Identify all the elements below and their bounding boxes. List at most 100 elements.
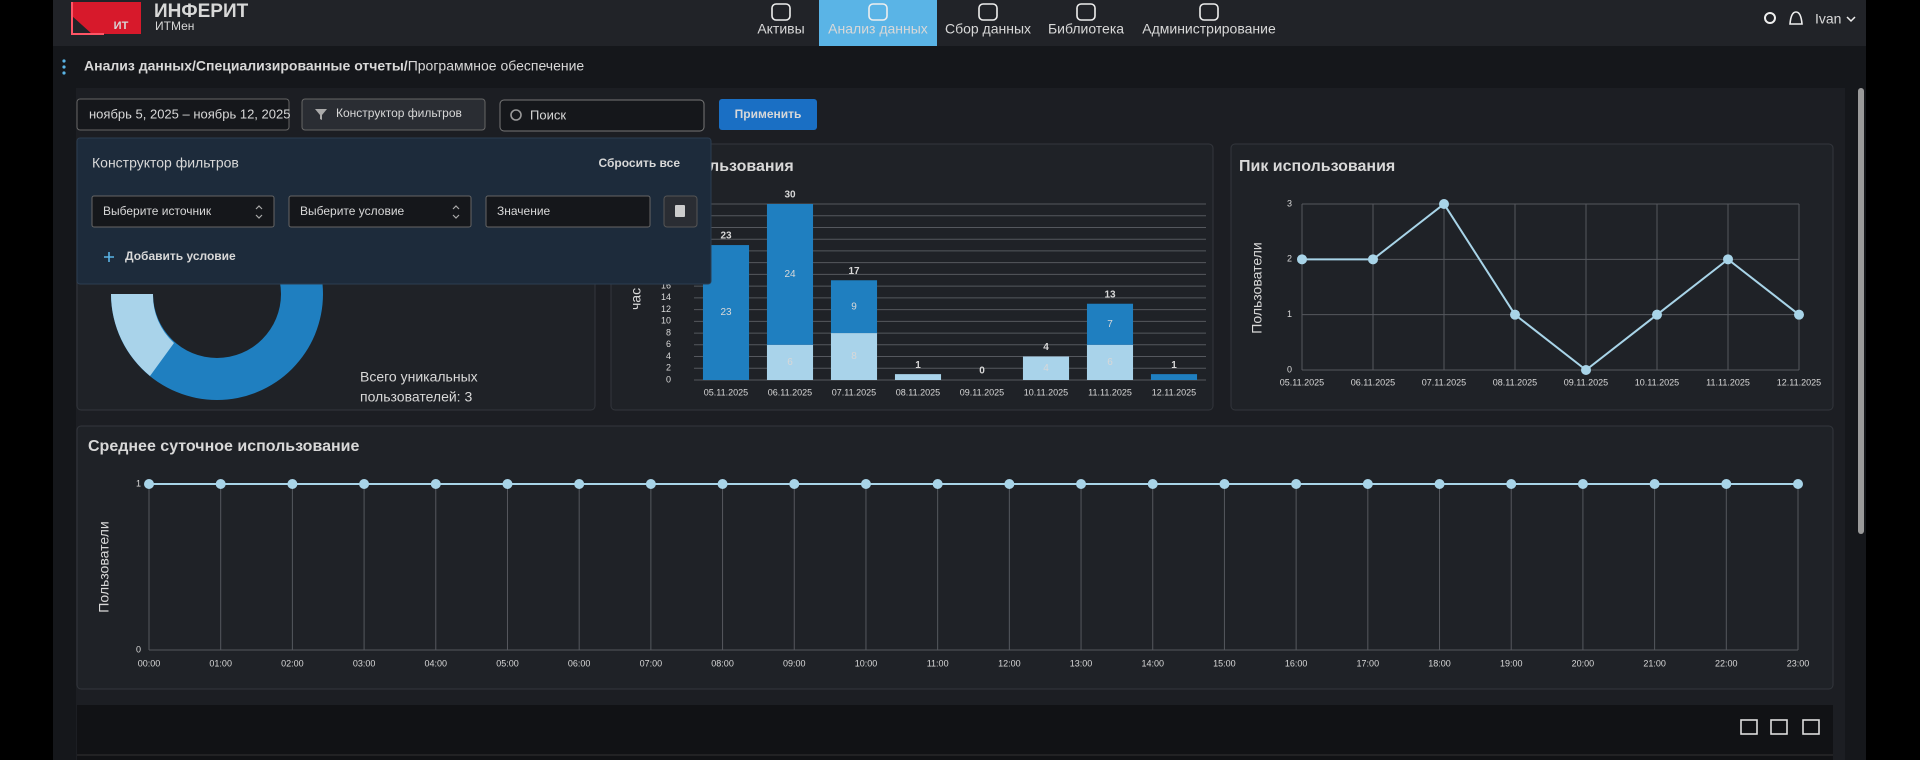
trash-icon [675, 205, 685, 217]
y-tick-label: 8 [666, 327, 671, 337]
x-tick-label: 05.11.2025 [704, 387, 748, 397]
date-range-text: ноябрь 5, 2025 – ноябрь 12, 2025 [89, 106, 290, 121]
line-point [1297, 254, 1307, 265]
apply-button[interactable] [719, 99, 817, 130]
x-tick-label: 02:00 [281, 658, 304, 668]
filter-field[interactable] [485, 195, 651, 228]
x-tick-label: 11.11.2025 [1088, 387, 1132, 397]
donut-segment [111, 294, 174, 376]
nav-item[interactable]: Активы [757, 21, 804, 37]
user-chevron[interactable] [1846, 16, 1856, 23]
line-point [1581, 365, 1591, 375]
bar-segment [1022, 356, 1070, 380]
nav-icon[interactable] [868, 3, 888, 21]
y-tick-label: 12 [661, 304, 671, 314]
nav-icon[interactable] [1199, 3, 1219, 21]
x-tick-label: 10.11.2025 [1635, 377, 1679, 387]
breadcrumb-path[interactable]: Анализ данных/Специализированные отчеты/ [84, 58, 408, 74]
nav-icon[interactable] [978, 3, 998, 21]
x-tick-label: 19:00 [1500, 658, 1523, 668]
nav-item[interactable]: Администрирование [1142, 21, 1276, 37]
breadcrumb-current: Программное обеспечение [408, 58, 585, 74]
menu-dot[interactable] [62, 71, 66, 75]
bar-segment [766, 344, 814, 380]
menu-dot[interactable] [62, 65, 66, 69]
x-tick-label: 15:00 [1213, 658, 1236, 668]
table-tool-icon[interactable] [1802, 719, 1820, 735]
x-tick-label: 13:00 [1070, 658, 1093, 668]
y-tick-label: 16 [661, 281, 671, 291]
search-icon[interactable] [1764, 12, 1776, 24]
line-point [645, 479, 656, 489]
select-chevron [255, 205, 263, 219]
line-point [1510, 309, 1520, 320]
bar-segment [1086, 344, 1134, 380]
line-point [1219, 479, 1230, 489]
nav-icon[interactable] [1076, 3, 1096, 21]
nav-item[interactable]: Анализ данных [828, 21, 928, 37]
x-tick-label: 21:00 [1643, 658, 1666, 668]
nav-icon[interactable] [771, 3, 791, 21]
x-tick-label: 08:00 [711, 658, 734, 668]
scrollbar[interactable] [1858, 88, 1864, 534]
line-point [1434, 479, 1445, 489]
x-tick-label: 04:00 [425, 658, 448, 668]
filter-field-placeholder: Выберите условие [300, 204, 405, 218]
reset-filters[interactable]: Сбросить все [599, 156, 681, 170]
product-name: ИТМен [155, 19, 194, 33]
bar-segment [1086, 303, 1134, 345]
date-range-input[interactable] [76, 98, 290, 131]
line-point [1649, 479, 1660, 489]
y-tick-label: 10 [661, 316, 671, 326]
x-tick-label: 20:00 [1572, 658, 1595, 668]
x-tick-label: 16:00 [1285, 658, 1308, 668]
line-point [1291, 479, 1302, 489]
line-point [1721, 479, 1732, 489]
x-tick-label: 22:00 [1715, 658, 1738, 668]
nav-item[interactable]: Библиотека [1048, 21, 1124, 37]
table-tool-icon[interactable] [1770, 719, 1788, 735]
bar-total-label: 23 [720, 231, 732, 242]
x-tick-label: 05:00 [496, 658, 519, 668]
line-point [1076, 479, 1087, 489]
bar-total-label: 30 [784, 190, 796, 201]
y-axis-label: час [628, 288, 644, 310]
table-tool-icon[interactable] [1740, 719, 1758, 735]
y-tick-label: 0 [1287, 364, 1292, 374]
x-tick-label: 06.11.2025 [768, 387, 812, 397]
x-tick-label: 01:00 [209, 658, 232, 668]
bell-icon[interactable] [1789, 11, 1803, 25]
x-tick-label: 07:00 [640, 658, 663, 668]
line-point [1794, 309, 1804, 320]
bar-segment [830, 333, 878, 380]
line-point [717, 479, 728, 489]
filter-field[interactable] [91, 195, 275, 228]
menu-dot[interactable] [62, 59, 66, 63]
bar-segment-label: 6 [1107, 357, 1113, 368]
bar-segment-label: 9 [851, 301, 857, 312]
add-condition[interactable]: Добавить условие [125, 249, 236, 263]
line-point [1577, 479, 1588, 489]
y-tick-label: 6 [666, 339, 671, 349]
nav-item[interactable]: Сбор данных [945, 21, 1031, 37]
filter-button[interactable] [301, 98, 486, 131]
card [76, 425, 1834, 690]
bar-segment [1150, 374, 1198, 380]
summary-text: пользователей: 3 [360, 389, 472, 405]
apply-button-text[interactable]: Применить [735, 107, 802, 121]
filter-field[interactable] [288, 195, 472, 228]
card [1230, 143, 1834, 411]
y-tick-label: 1 [136, 478, 141, 488]
bar-segment [766, 204, 814, 345]
user-name[interactable]: Ivan [1815, 11, 1841, 27]
nav-active-bg [819, 0, 937, 46]
line-point [502, 479, 513, 489]
y-tick-label: 2 [666, 363, 671, 373]
y-tick-label: 0 [666, 374, 671, 384]
chart-title: Среднее суточное использование [88, 438, 359, 455]
search-input[interactable] [499, 99, 705, 132]
x-tick-label: 08.11.2025 [1493, 377, 1537, 387]
line-point [1723, 254, 1733, 265]
x-tick-label: 05.11.2025 [1280, 377, 1324, 387]
